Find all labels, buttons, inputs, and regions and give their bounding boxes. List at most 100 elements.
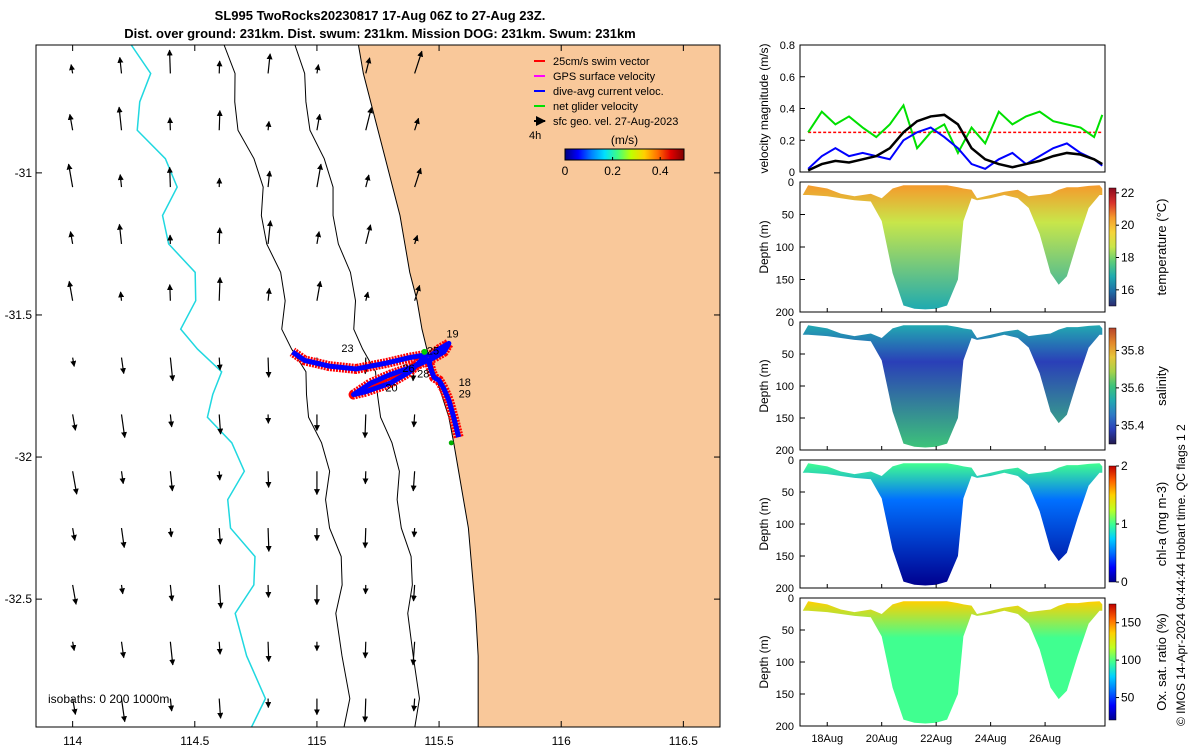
isobath-cyan-contour [130,45,267,727]
velocity-vector [266,170,273,188]
velocity-vector [72,471,79,495]
section-y-tick-label: 100 [776,657,794,669]
velocity-vector [119,471,126,485]
velocity-vector [120,527,127,549]
velocity-vector [169,357,176,382]
legend-item-label: sfc geo. vel. 27-Aug-2023 [553,116,678,128]
section-y-tick-label: 0 [788,317,794,329]
velocity-vector [117,56,124,74]
section-colorbar-tick-label: 100 [1121,653,1141,667]
section-colorbar [1108,327,1117,445]
velocity-y-tick-label: 0 [789,167,795,179]
velocity-vector [69,64,75,74]
time-x-tick-label: 20Aug [866,733,898,745]
section-colorbar-tick-label: 16 [1121,283,1135,297]
section-colorbar-tick-label: 0 [1121,575,1128,589]
track-start-marker [448,440,454,446]
section-colorbar [1108,603,1117,721]
section-y-tick-label: 50 [782,349,794,361]
velocity-vector [216,471,223,481]
chart-title-line-2: Dist. over ground: 231km. Dist. swum: 23… [124,26,636,41]
section-colorbar-label: Ox. sat. ratio (%) [1154,613,1169,711]
velocity-vector [316,280,323,301]
map-x-tick-label: 116 [552,734,571,748]
velocity-vector [120,357,126,375]
velocity-vector [265,120,272,131]
time-x-tick-label: 24Aug [975,733,1007,745]
velocity-vector [365,107,374,131]
section-y-axis-label: Depth (m) [757,359,771,412]
section-y-tick-label: 150 [776,413,794,425]
velocity-series-line [807,126,1103,170]
section-y-tick-label: 200 [776,445,794,457]
section-panel: 0 50 100 150 200 Depth (m) 16 18 20 22 temperature… [757,177,1169,319]
velocity-y-tick-label: 0.2 [780,135,795,147]
section-colorbar-tick-label: 20 [1121,218,1135,232]
section-y-tick-label: 50 [782,625,794,637]
velocity-vector [169,641,176,666]
velocity-vector [67,280,74,301]
section-panel: 0 50 100 150 200 Depth (m) 50 100 150 Ox. sat. ra… [757,593,1169,733]
velocity-vector [168,698,175,712]
velocity-vector [365,224,373,245]
land-mass [357,45,720,727]
section-y-tick-label: 0 [788,177,794,189]
section-y-tick-label: 100 [776,381,794,393]
map-y-tick-label: -31.5 [5,308,33,322]
velocity-axes-box [799,44,1106,173]
section-y-axis-label: Depth (m) [757,220,771,273]
velocity-vector [315,113,322,131]
chart-title-line-1: SL995 TwoRocks20230817 17-Aug 06Z to 27-… [214,8,546,23]
section-panel: 0 50 100 150 200 Depth (m) 35.4 35.6 35.8 salinit… [757,317,1169,457]
velocity-y-axis-label: velocity magnitude (m/s) [757,43,771,173]
track-day-label: 19 [446,329,458,341]
track-day-label: 18 [459,377,471,389]
velocity-vector [265,357,272,378]
track-day-label: 25 [427,346,439,358]
velocity-vector [410,471,417,492]
section-fill [802,185,1103,310]
velocity-vector [116,106,123,131]
velocity-vector [216,276,223,301]
velocity-magnitude-panel: 0 0.2 0.4 0.6 0.8 velocity magnitude (m/s) [757,40,1106,179]
section-y-tick-label: 150 [776,551,794,563]
velocity-vector [411,528,418,538]
isobath-label: isobaths: 0 200 1000m [48,692,169,706]
map-colorbar-tick-label: 0 [562,164,569,178]
map-x-tick-label: 115.5 [425,734,454,748]
map-colorbar-tick-label: 0.2 [604,164,621,178]
velocity-vector [411,414,418,428]
track-day-label: 29 [459,388,471,400]
section-fill [802,463,1103,586]
velocity-vector [316,163,323,188]
isobath-1000m [223,45,351,727]
isobath-200m [294,45,420,727]
velocity-vector [411,698,418,712]
velocity-vector [414,50,424,74]
section-colorbar-label: chl-a (mg m-3) [1154,482,1169,567]
velocity-vector [66,163,74,188]
section-y-tick-label: 100 [776,242,794,254]
velocity-vector [265,528,272,552]
time-x-tick-label: 22Aug [920,733,952,745]
map-x-tick-label: 114.5 [180,734,209,748]
velocity-y-tick-label: 0.6 [780,72,795,84]
velocity-vector [266,53,273,74]
map-colorbar-label: (m/s) [611,133,638,147]
velocity-vector [168,471,175,492]
velocity-vector [120,698,127,723]
section-colorbar [1108,187,1117,307]
sfc-velocity-vectors [66,49,424,723]
velocity-vector [265,641,272,663]
velocity-vector [216,528,223,545]
map-legend: 25cm/s swim vector GPS surface velocity di… [529,56,678,142]
track-end-marker [421,348,428,355]
section-y-axis-label: Depth (m) [757,635,771,688]
velocity-vector [67,113,74,131]
map-y-tick-label: -31 [15,166,33,180]
velocity-y-tick-label: 0.8 [780,40,795,52]
velocity-vector [168,414,175,428]
section-colorbar-tick-label: 22 [1121,186,1135,200]
imos-credit: © IMOS 14-Apr-2024 04:44:44 Hobart time.… [1174,424,1188,726]
